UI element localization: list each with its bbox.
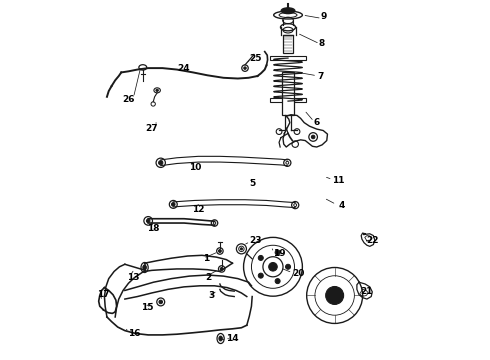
Text: 9: 9 xyxy=(321,12,327,21)
Circle shape xyxy=(258,273,263,278)
Ellipse shape xyxy=(220,267,223,270)
Text: 2: 2 xyxy=(205,273,212,282)
Ellipse shape xyxy=(219,249,221,252)
Bar xyxy=(270,56,306,59)
Circle shape xyxy=(269,262,277,271)
Text: 13: 13 xyxy=(127,273,139,282)
Text: 10: 10 xyxy=(189,163,201,172)
Text: 12: 12 xyxy=(192,205,205,214)
Text: 24: 24 xyxy=(178,64,190,73)
Text: 18: 18 xyxy=(147,224,160,233)
Text: 15: 15 xyxy=(141,303,154,312)
Circle shape xyxy=(326,287,343,305)
Circle shape xyxy=(258,256,263,260)
Ellipse shape xyxy=(281,8,295,14)
Ellipse shape xyxy=(311,135,315,139)
Text: 14: 14 xyxy=(226,334,239,343)
Text: 6: 6 xyxy=(314,118,320,127)
Bar xyxy=(270,98,306,102)
Ellipse shape xyxy=(172,203,175,206)
Text: 26: 26 xyxy=(122,95,135,104)
Ellipse shape xyxy=(147,219,150,223)
Text: 17: 17 xyxy=(97,289,110,298)
Ellipse shape xyxy=(240,248,243,250)
Ellipse shape xyxy=(219,336,222,341)
Text: 11: 11 xyxy=(332,176,344,185)
Bar xyxy=(282,72,294,116)
Text: 1: 1 xyxy=(203,255,209,264)
Text: 3: 3 xyxy=(208,291,215,300)
Text: 7: 7 xyxy=(317,72,323,81)
Bar xyxy=(283,35,293,53)
Text: 23: 23 xyxy=(249,237,262,246)
Ellipse shape xyxy=(143,265,147,270)
Circle shape xyxy=(286,264,291,269)
Circle shape xyxy=(275,279,280,284)
Text: 16: 16 xyxy=(127,329,140,338)
Circle shape xyxy=(275,250,280,255)
Text: 27: 27 xyxy=(146,123,158,132)
Text: 4: 4 xyxy=(339,201,345,210)
Text: 5: 5 xyxy=(249,179,255,188)
Text: 22: 22 xyxy=(366,237,379,246)
Ellipse shape xyxy=(156,89,158,91)
Text: 20: 20 xyxy=(292,269,304,278)
Text: 8: 8 xyxy=(319,39,325,48)
Text: 19: 19 xyxy=(273,249,286,258)
Ellipse shape xyxy=(244,67,246,69)
Ellipse shape xyxy=(159,161,163,165)
Text: 21: 21 xyxy=(361,287,373,296)
Text: 25: 25 xyxy=(249,54,262,63)
Ellipse shape xyxy=(159,300,163,304)
